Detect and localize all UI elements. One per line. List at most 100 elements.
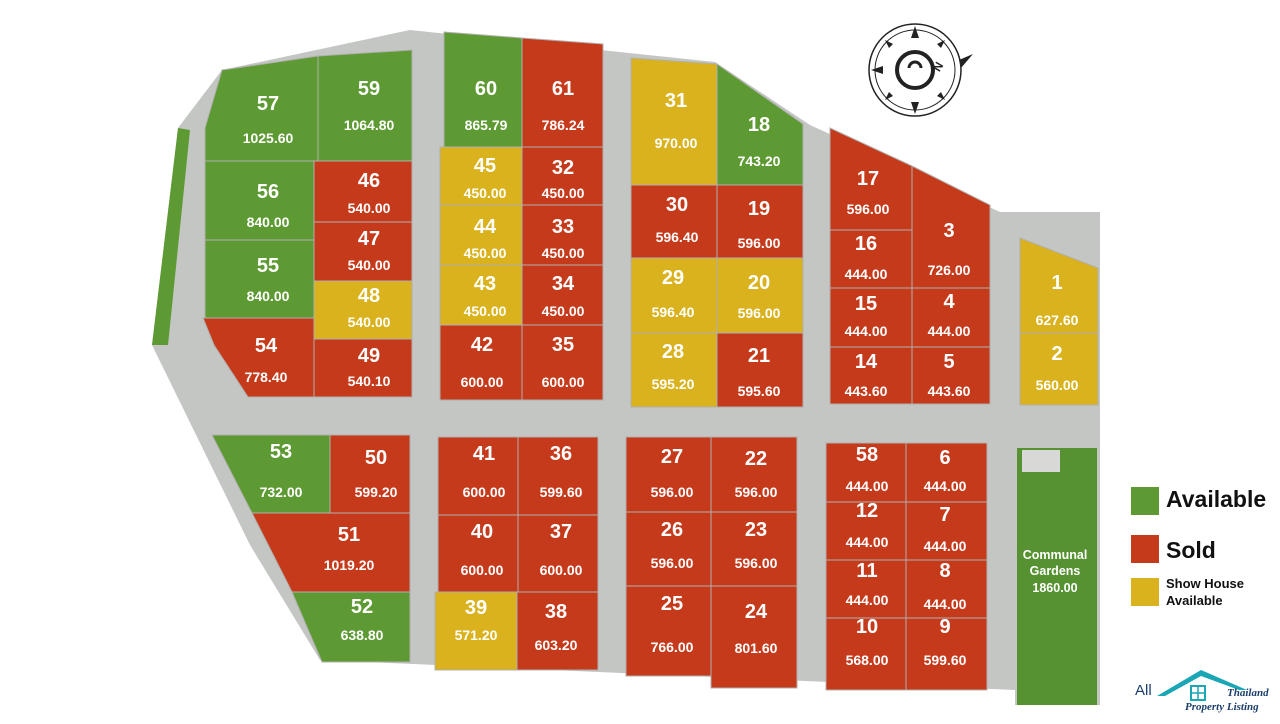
plot-19-area: 596.00 — [738, 235, 781, 251]
plot-60-area: 865.79 — [465, 117, 508, 133]
plot-54[interactable] — [202, 317, 315, 398]
plot-24[interactable] — [710, 585, 798, 689]
plot-38-number: 38 — [545, 601, 567, 623]
plot-26-number: 26 — [661, 519, 683, 541]
plot-56-number: 56 — [257, 181, 279, 203]
plot-30-area: 596.40 — [656, 229, 699, 245]
plot-9-number: 9 — [939, 616, 950, 638]
logo-text-all: All — [1135, 682, 1152, 699]
plot-49-area: 540.10 — [348, 373, 391, 389]
plot-12-area: 444.00 — [846, 534, 889, 550]
plot-4-number: 4 — [943, 291, 955, 313]
plot-17-area: 596.00 — [847, 201, 890, 217]
plot-38[interactable] — [516, 591, 599, 671]
plot-38-area: 603.20 — [535, 637, 578, 653]
plot-9-area: 599.60 — [924, 652, 967, 668]
plot-59-number: 59 — [358, 78, 380, 100]
plot-43-area: 450.00 — [464, 303, 507, 319]
communal-gardens-hut — [1022, 450, 1060, 472]
plot-20[interactable] — [716, 257, 804, 334]
plot-19-number: 19 — [748, 198, 770, 220]
plot-35-area: 600.00 — [542, 374, 585, 390]
plot-2[interactable] — [1019, 332, 1099, 406]
communal-gardens-label-1: Communal — [1023, 548, 1088, 562]
plot-22-area: 596.00 — [735, 484, 778, 500]
plot-59[interactable] — [317, 49, 413, 162]
plot-55[interactable] — [204, 239, 315, 319]
plot-42-number: 42 — [471, 334, 493, 356]
plot-54-area: 778.40 — [245, 369, 288, 385]
legend-show-house-label-2: Available — [1166, 593, 1223, 608]
plot-6-area: 444.00 — [924, 478, 967, 494]
plot-35-number: 35 — [552, 334, 574, 356]
plot-49-number: 49 — [358, 345, 380, 367]
plot-11-number: 11 — [856, 560, 877, 582]
plot-14-area: 443.60 — [845, 383, 888, 399]
plot-28-area: 595.20 — [652, 376, 695, 392]
plot-33-area: 450.00 — [542, 245, 585, 261]
plot-29-number: 29 — [662, 267, 684, 289]
plot-1-number: 1 — [1051, 272, 1062, 294]
plot-15-number: 15 — [855, 293, 877, 315]
plot-9[interactable] — [905, 617, 988, 691]
plot-46-number: 46 — [358, 170, 380, 192]
plot-5[interactable] — [911, 346, 991, 405]
plot-34-area: 450.00 — [542, 303, 585, 319]
plot-2-number: 2 — [1051, 343, 1062, 365]
plot-31[interactable] — [630, 57, 718, 186]
plot-18-area: 743.20 — [738, 153, 781, 169]
plot-24-number: 24 — [745, 601, 768, 623]
legend-show-house-swatch — [1131, 578, 1159, 606]
plot-42-area: 600.00 — [461, 374, 504, 390]
plot-41-area: 600.00 — [463, 484, 506, 500]
plot-47-area: 540.00 — [348, 257, 391, 273]
plot-61-area: 786.24 — [542, 117, 585, 133]
plot-32-number: 32 — [552, 157, 574, 179]
plot-8-number: 8 — [939, 560, 950, 582]
plot-50-area: 599.20 — [355, 484, 398, 500]
plot-41-number: 41 — [473, 443, 495, 465]
plot-12-number: 12 — [856, 500, 878, 522]
plot-39-number: 39 — [465, 597, 487, 619]
plot-57-area: 1025.60 — [243, 130, 294, 146]
plot-35[interactable] — [521, 324, 604, 401]
plot-43-number: 43 — [474, 273, 496, 295]
plot-33-number: 33 — [552, 216, 574, 238]
plot-48-area: 540.00 — [348, 314, 391, 330]
plot-29-area: 596.40 — [652, 304, 695, 320]
legend-available-swatch — [1131, 487, 1159, 515]
plot-53-area: 732.00 — [260, 484, 303, 500]
plot-1-area: 627.60 — [1036, 312, 1079, 328]
plot-39-area: 571.20 — [455, 627, 498, 643]
plot-21-number: 21 — [748, 345, 770, 367]
plot-5-area: 443.60 — [928, 383, 971, 399]
plot-26-area: 596.00 — [651, 555, 694, 571]
plot-21[interactable] — [716, 332, 804, 408]
compass-rose-icon: N — [868, 23, 973, 117]
plot-52[interactable] — [291, 591, 411, 663]
plot-60-number: 60 — [475, 78, 497, 100]
plot-45-number: 45 — [474, 155, 496, 177]
plot-46-area: 540.00 — [348, 200, 391, 216]
plot-24-area: 801.60 — [735, 640, 778, 656]
plot-48-number: 48 — [358, 285, 380, 307]
plot-49[interactable] — [313, 338, 413, 398]
plot-37-area: 600.00 — [540, 562, 583, 578]
plot-3-area: 726.00 — [928, 262, 971, 278]
plot-58-area: 444.00 — [846, 478, 889, 494]
plot-28-number: 28 — [662, 341, 684, 363]
plot-30-number: 30 — [666, 194, 688, 216]
plot-34-number: 34 — [552, 273, 575, 295]
plot-23-area: 596.00 — [735, 555, 778, 571]
site-logo: All Thailand Property Listing — [1135, 666, 1280, 724]
plot-32-area: 450.00 — [542, 185, 585, 201]
plot-16-number: 16 — [855, 233, 877, 255]
logo-text-line2: Property Listing — [1185, 701, 1259, 713]
plot-52-number: 52 — [351, 596, 373, 618]
plot-31-area: 970.00 — [655, 135, 698, 151]
plot-36-number: 36 — [550, 443, 572, 465]
plot-55-area: 840.00 — [247, 288, 290, 304]
plot-55-number: 55 — [257, 255, 279, 277]
plot-14-number: 14 — [855, 351, 878, 373]
